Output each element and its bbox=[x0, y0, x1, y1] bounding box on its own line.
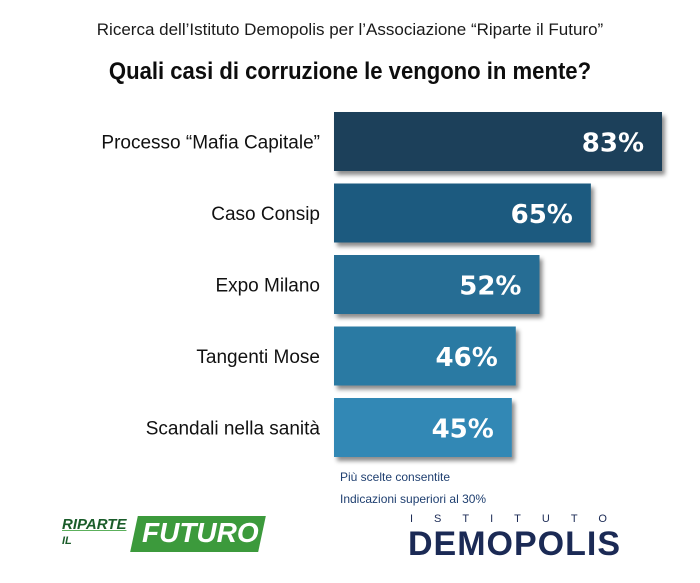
bar-5 bbox=[334, 398, 512, 457]
riparte-logo-futuro: FUTURO bbox=[142, 517, 259, 548]
note-multiple-choice: Più scelte consentite bbox=[340, 470, 451, 484]
note-threshold: Indicazioni superiori al 30% bbox=[340, 492, 487, 506]
demopolis-logo-istituto: ISTITUTO bbox=[410, 513, 628, 525]
value-label-3: 52% bbox=[459, 272, 521, 302]
riparte-logo-il: IL bbox=[62, 535, 72, 547]
value-label-2: 65% bbox=[511, 200, 573, 230]
category-label-5: Scandali nella sanità bbox=[146, 419, 321, 440]
bar-2 bbox=[334, 183, 591, 243]
chart-title: Quali casi di corruzione le vengono in m… bbox=[108, 58, 592, 85]
chart-notes: Più scelte consentite Indicazioni superi… bbox=[340, 466, 486, 510]
value-label-5: 45% bbox=[432, 415, 494, 445]
demopolis-logo: ISTITUTO DEMOPOLIS bbox=[408, 513, 670, 563]
bar-chart: Processo “Mafia Capitale” 83% Caso Consip 6… bbox=[101, 112, 662, 457]
value-label-1: 83% bbox=[582, 129, 644, 159]
bar-1 bbox=[334, 112, 662, 171]
riparte-il-futuro-logo: RIPARTE IL FUTURO bbox=[58, 513, 266, 555]
category-label-3: Expo Milano bbox=[215, 276, 320, 297]
demopolis-logo-name: DEMOPOLIS bbox=[408, 525, 622, 563]
bar-4 bbox=[334, 326, 516, 386]
category-label-1: Processo “Mafia Capitale” bbox=[101, 133, 320, 154]
category-label-4: Tangenti Mose bbox=[196, 347, 320, 368]
bar-3 bbox=[334, 255, 540, 314]
riparte-logo-word: RIPARTE bbox=[62, 516, 127, 533]
category-label-2: Caso Consip bbox=[211, 204, 320, 225]
value-label-4: 46% bbox=[436, 343, 498, 373]
chart-subtitle: Ricerca dell’Istituto Demopolis per l’As… bbox=[96, 20, 604, 39]
